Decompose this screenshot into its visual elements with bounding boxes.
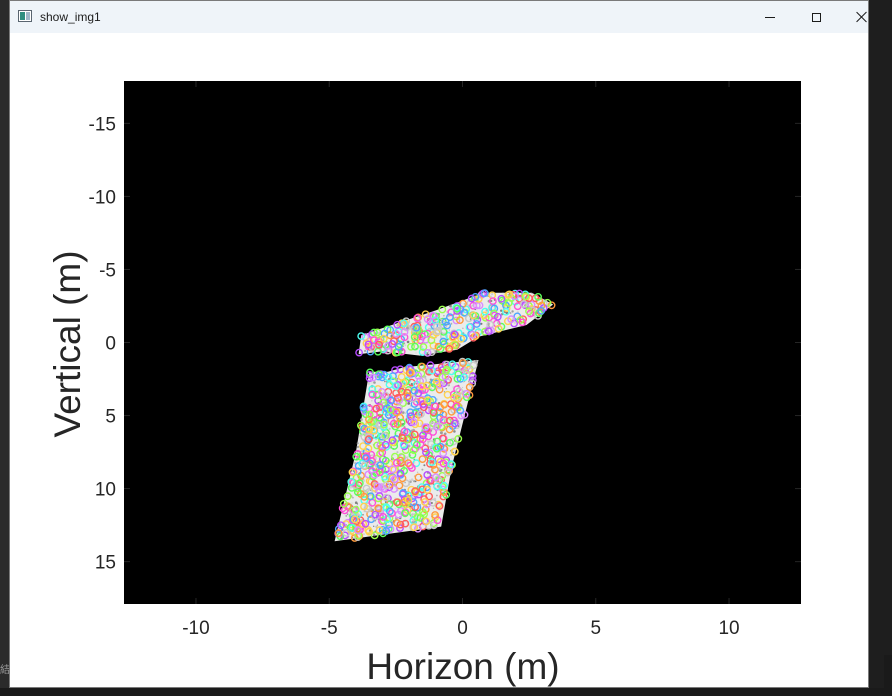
y-tick-label: -15 bbox=[89, 114, 116, 135]
cloud-speckle bbox=[357, 503, 358, 504]
cloud-speckle bbox=[345, 515, 347, 517]
cloud-speckle bbox=[415, 481, 417, 483]
cloud-speckle bbox=[404, 482, 406, 484]
cloud-speckle bbox=[431, 502, 433, 504]
figure-window: show_img1 -10 -5 0 5 10 -15 -10 -5 0 5 10 15 Horizo… bbox=[9, 0, 869, 688]
cloud-speckle bbox=[491, 293, 493, 295]
cloud-speckle bbox=[407, 402, 410, 405]
y-tick-label: 0 bbox=[105, 334, 116, 355]
cloud-speckle bbox=[511, 310, 513, 312]
desktop-background bbox=[0, 0, 9, 696]
cloud-speckle bbox=[450, 306, 452, 308]
figure-canvas[interactable]: -10 -5 0 5 10 -15 -10 -5 0 5 10 15 Horizon (m) Vert… bbox=[10, 33, 868, 688]
cloud-speckle bbox=[396, 378, 398, 380]
x-tick-label: 5 bbox=[590, 618, 601, 639]
y-tick-label: 5 bbox=[105, 407, 116, 428]
close-button[interactable] bbox=[839, 1, 869, 33]
cloud-speckle bbox=[415, 352, 417, 354]
cloud-speckle bbox=[352, 497, 354, 499]
desktop-edge-text: 結 bbox=[0, 662, 9, 680]
cloud-speckle bbox=[453, 452, 454, 453]
cloud-speckle bbox=[467, 360, 469, 362]
cloud-speckle bbox=[384, 381, 386, 383]
cloud-speckle bbox=[417, 472, 418, 473]
cloud-speckle bbox=[377, 525, 378, 526]
x-tick-label: 10 bbox=[718, 618, 739, 639]
window-title: show_img1 bbox=[40, 10, 101, 24]
cloud-speckle bbox=[360, 418, 363, 421]
cloud-speckle bbox=[462, 387, 463, 388]
figure-window-icon[interactable] bbox=[18, 10, 32, 22]
cloud-speckle bbox=[411, 478, 414, 481]
cloud-speckle bbox=[347, 494, 348, 495]
desktop-right-edge bbox=[884, 655, 892, 696]
cloud-speckle bbox=[396, 451, 398, 453]
cloud-speckle bbox=[446, 388, 447, 389]
minimize-icon bbox=[765, 17, 775, 18]
y-axis-label: Vertical (m) bbox=[47, 250, 88, 437]
cloud-speckle bbox=[480, 323, 482, 325]
cloud-speckle bbox=[404, 344, 406, 346]
y-tick-label: -10 bbox=[89, 187, 116, 208]
cloud-speckle bbox=[451, 323, 452, 324]
cloud-speckle bbox=[474, 360, 476, 362]
y-tick-label: -5 bbox=[99, 260, 116, 281]
cloud-speckle bbox=[449, 329, 450, 330]
cloud-speckle bbox=[364, 350, 366, 352]
maximize-button[interactable] bbox=[793, 1, 839, 33]
cloud-speckle bbox=[464, 303, 466, 305]
cloud-speckle bbox=[373, 534, 375, 536]
desktop-taskbar-edge bbox=[0, 688, 892, 696]
cloud-speckle bbox=[510, 312, 512, 314]
cloud-speckle bbox=[405, 430, 406, 431]
cloud-speckle bbox=[373, 526, 374, 527]
cloud-speckle bbox=[371, 400, 373, 402]
x-tick-label: -10 bbox=[182, 618, 209, 639]
cloud-speckle bbox=[373, 381, 376, 384]
cloud-speckle bbox=[453, 430, 456, 433]
cloud-speckle bbox=[357, 446, 359, 448]
cloud-speckle bbox=[433, 508, 434, 509]
y-tick-label: 10 bbox=[95, 480, 116, 501]
cloud-speckle bbox=[405, 413, 406, 414]
cloud-speckle bbox=[443, 315, 445, 317]
cloud-speckle bbox=[436, 495, 438, 497]
cloud-speckle bbox=[363, 533, 364, 534]
cloud-speckle bbox=[362, 514, 364, 516]
cloud-speckle bbox=[444, 433, 447, 436]
cloud-speckle bbox=[440, 431, 443, 434]
cloud-speckle bbox=[462, 328, 463, 329]
x-tick-label: 0 bbox=[457, 618, 468, 639]
cloud-speckle bbox=[409, 479, 411, 481]
maximize-icon bbox=[812, 13, 821, 22]
cloud-speckle bbox=[402, 411, 405, 414]
x-axis-label: Horizon (m) bbox=[366, 646, 559, 687]
cloud-speckle bbox=[407, 341, 410, 344]
cloud-speckle bbox=[401, 427, 402, 428]
close-icon bbox=[856, 11, 868, 23]
minimize-button[interactable] bbox=[747, 1, 793, 33]
x-tick-label: -5 bbox=[321, 618, 338, 639]
cloud-speckle bbox=[451, 376, 453, 378]
cloud-speckle bbox=[423, 464, 425, 466]
cloud-speckle bbox=[367, 382, 370, 385]
cloud-speckle bbox=[450, 454, 452, 456]
title-bar[interactable]: show_img1 bbox=[10, 1, 868, 33]
cloud-speckle bbox=[421, 469, 423, 471]
cloud-speckle bbox=[357, 442, 359, 444]
y-tick-label: 15 bbox=[95, 553, 116, 574]
cloud-speckle bbox=[531, 293, 532, 294]
cloud-speckle bbox=[395, 508, 397, 510]
cloud-speckle bbox=[514, 322, 516, 324]
